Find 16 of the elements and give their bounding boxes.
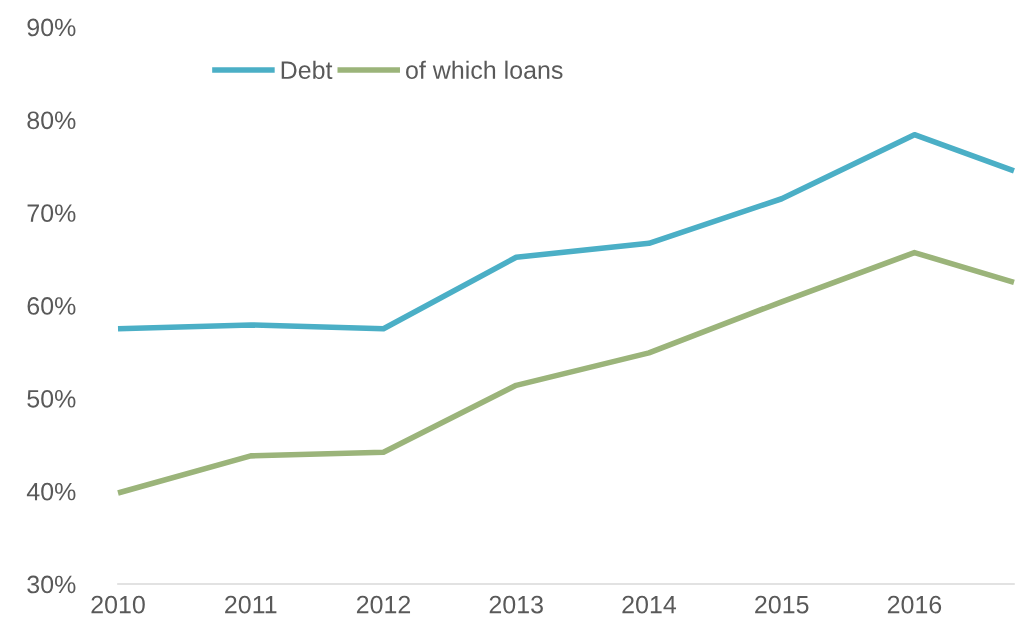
x-tick-label: 2013 [489, 595, 543, 614]
x-tick-label: 2010 [91, 595, 145, 614]
y-tick-label: 90% [27, 18, 76, 37]
x-tick-label: 2016 [887, 595, 942, 614]
legend-label: Debt [281, 60, 333, 79]
legend-label: of which loans [406, 60, 563, 79]
y-tick-label: 30% [27, 575, 76, 594]
x-tick-label: 2015 [755, 595, 809, 614]
y-tick-label: 60% [27, 297, 76, 315]
y-tick-label: 70% [27, 204, 76, 222]
x-tick-label: 2014 [622, 595, 677, 614]
y-tick-label: 80% [27, 111, 76, 130]
y-tick-label: 50% [27, 389, 76, 408]
y-tick-label: 40% [26, 482, 76, 501]
x-tick-label: 2011 [225, 595, 277, 614]
x-tick-label: 2012 [356, 595, 411, 614]
